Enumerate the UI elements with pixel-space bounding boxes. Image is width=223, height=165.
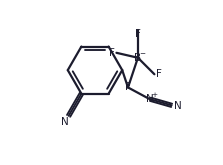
Text: +: +: [151, 92, 157, 98]
Text: N: N: [146, 94, 153, 104]
Text: F: F: [125, 82, 131, 92]
Text: F: F: [109, 48, 115, 58]
Text: B: B: [134, 53, 141, 63]
Text: −: −: [139, 51, 145, 57]
Text: F: F: [156, 69, 161, 79]
Text: F: F: [135, 29, 141, 39]
Text: N: N: [61, 117, 69, 127]
Text: N: N: [174, 101, 182, 111]
